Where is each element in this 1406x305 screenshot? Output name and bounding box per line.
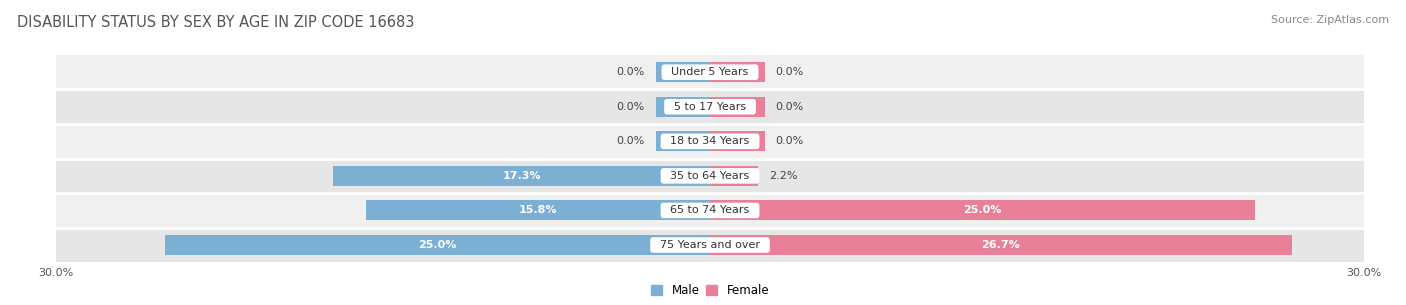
Bar xyxy=(655,97,710,117)
Bar xyxy=(166,235,710,255)
Bar xyxy=(56,159,1364,193)
Bar xyxy=(710,235,1292,255)
Bar xyxy=(56,124,1364,159)
Bar xyxy=(366,200,710,221)
Text: 18 to 34 Years: 18 to 34 Years xyxy=(664,136,756,146)
Legend: Male, Female: Male, Female xyxy=(645,280,775,302)
Text: Source: ZipAtlas.com: Source: ZipAtlas.com xyxy=(1271,15,1389,25)
Text: 35 to 64 Years: 35 to 64 Years xyxy=(664,171,756,181)
Bar xyxy=(710,97,765,117)
Bar xyxy=(56,193,1364,228)
Text: 26.7%: 26.7% xyxy=(981,240,1021,250)
Text: 17.3%: 17.3% xyxy=(502,171,541,181)
Text: Under 5 Years: Under 5 Years xyxy=(665,67,755,77)
Text: 0.0%: 0.0% xyxy=(776,67,804,77)
Text: 0.0%: 0.0% xyxy=(616,67,644,77)
Text: 75 Years and over: 75 Years and over xyxy=(652,240,768,250)
Text: 65 to 74 Years: 65 to 74 Years xyxy=(664,206,756,215)
Text: 0.0%: 0.0% xyxy=(776,102,804,112)
Bar xyxy=(56,55,1364,89)
Text: 25.0%: 25.0% xyxy=(963,206,1001,215)
Bar xyxy=(710,200,1256,221)
Bar xyxy=(655,131,710,151)
Text: 25.0%: 25.0% xyxy=(419,240,457,250)
Bar xyxy=(710,131,765,151)
Bar xyxy=(710,166,758,186)
Text: 0.0%: 0.0% xyxy=(616,136,644,146)
Bar xyxy=(655,62,710,82)
Bar xyxy=(710,62,765,82)
Text: 2.2%: 2.2% xyxy=(769,171,797,181)
Bar xyxy=(56,228,1364,262)
Text: 5 to 17 Years: 5 to 17 Years xyxy=(666,102,754,112)
Bar xyxy=(333,166,710,186)
Text: 0.0%: 0.0% xyxy=(776,136,804,146)
Text: 0.0%: 0.0% xyxy=(616,102,644,112)
Bar xyxy=(56,89,1364,124)
Text: 15.8%: 15.8% xyxy=(519,206,557,215)
Text: DISABILITY STATUS BY SEX BY AGE IN ZIP CODE 16683: DISABILITY STATUS BY SEX BY AGE IN ZIP C… xyxy=(17,15,415,30)
